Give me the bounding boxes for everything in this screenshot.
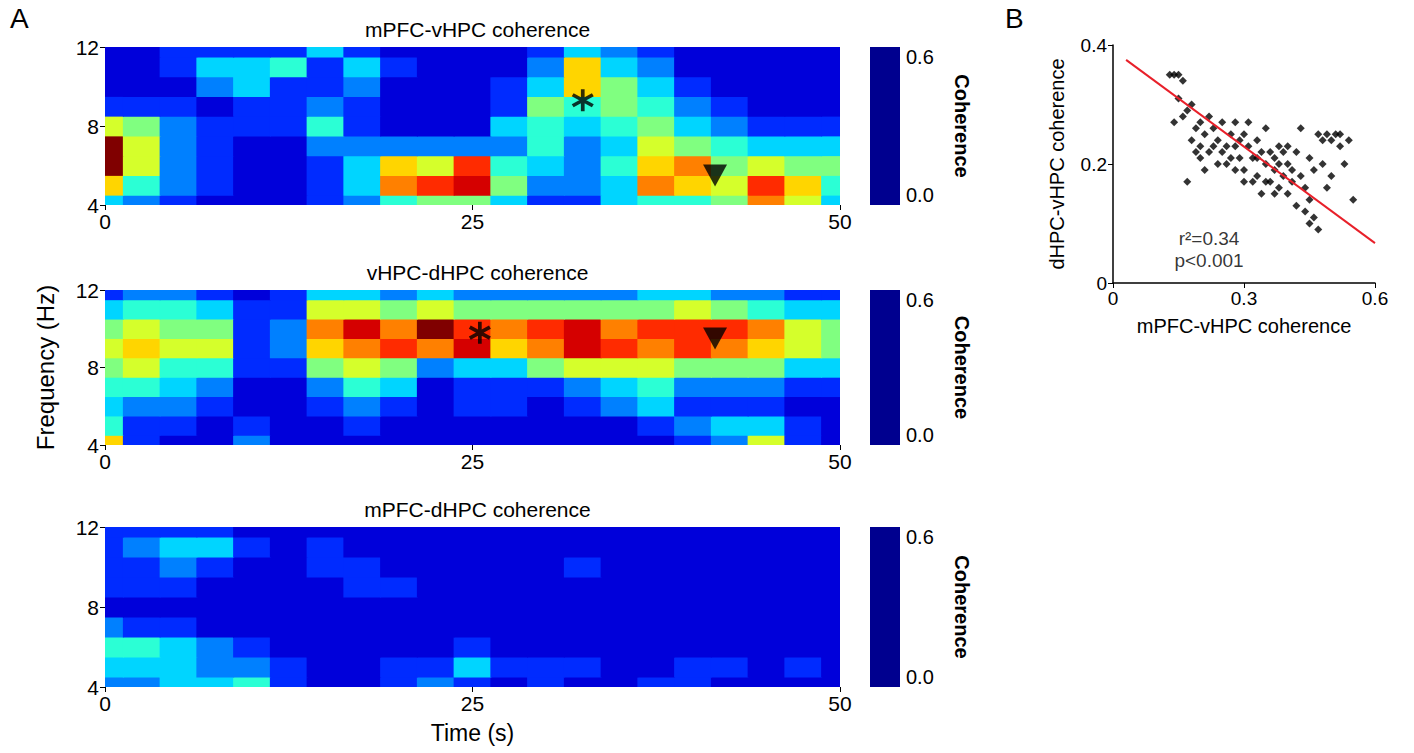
svg-text:0: 0 [99,210,111,233]
svg-text:vHPC-dHPC coherence: vHPC-dHPC coherence [367,261,589,284]
svg-text:r²=0.34: r²=0.34 [1179,228,1240,249]
svg-text:0.2: 0.2 [1081,154,1107,175]
svg-text:0.6: 0.6 [906,46,934,68]
svg-text:50: 50 [828,450,851,473]
svg-text:B: B [1005,3,1024,34]
svg-text:0.4: 0.4 [1081,35,1108,56]
svg-text:p<0.001: p<0.001 [1174,250,1243,271]
svg-text:0: 0 [1108,288,1119,309]
svg-text:0.6: 0.6 [906,526,934,548]
svg-text:12: 12 [76,279,99,302]
svg-text:25: 25 [461,450,484,473]
svg-text:Coherence: Coherence [951,74,973,177]
svg-text:mPFC-vHPC coherence: mPFC-vHPC coherence [1137,315,1352,337]
svg-text:8: 8 [87,596,99,619]
svg-text:25: 25 [461,210,484,233]
svg-text:0: 0 [1096,273,1107,294]
svg-text:0: 0 [99,450,111,473]
svg-text:0.0: 0.0 [906,184,934,206]
svg-text:A: A [10,3,29,34]
svg-text:12: 12 [76,516,99,539]
svg-text:0.6: 0.6 [906,289,934,311]
svg-text:0.0: 0.0 [906,424,934,446]
svg-text:0: 0 [99,692,111,715]
svg-text:Coherence: Coherence [951,555,973,658]
svg-text:8: 8 [87,115,99,138]
svg-text:Time (s): Time (s) [431,720,514,746]
svg-text:0.0: 0.0 [906,666,934,688]
svg-text:50: 50 [828,692,851,715]
svg-text:0.3: 0.3 [1231,288,1257,309]
svg-text:8: 8 [87,356,99,379]
svg-text:dHPC-vHPC coherence: dHPC-vHPC coherence [1046,58,1068,269]
svg-text:0.6: 0.6 [1362,288,1388,309]
svg-text:4: 4 [87,676,99,699]
svg-text:mPFC-dHPC coherence: mPFC-dHPC coherence [364,498,590,521]
svg-text:12: 12 [76,36,99,59]
svg-text:4: 4 [87,194,99,217]
svg-text:50: 50 [828,210,851,233]
svg-text:Coherence: Coherence [951,316,973,419]
svg-text:4: 4 [87,434,99,457]
svg-text:Frequency (Hz): Frequency (Hz) [32,285,59,450]
svg-text:mPFC-vHPC coherence: mPFC-vHPC coherence [365,18,590,41]
svg-text:25: 25 [461,692,484,715]
